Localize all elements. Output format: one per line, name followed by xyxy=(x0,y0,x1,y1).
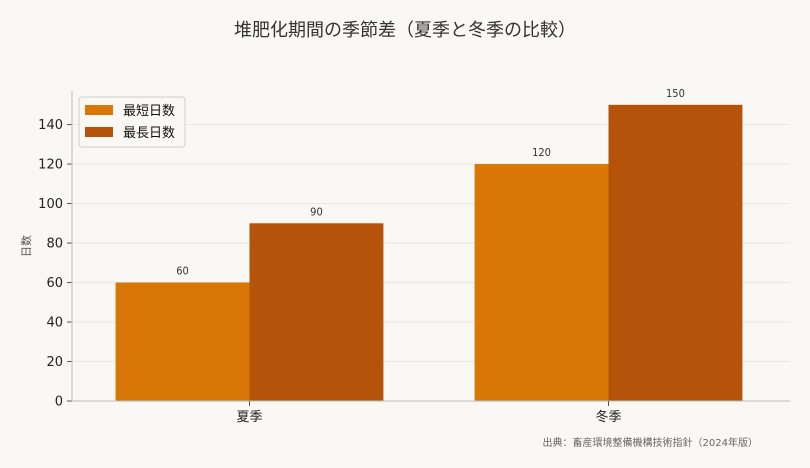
bars xyxy=(115,104,743,401)
legend-label: 最長日数 xyxy=(123,126,175,141)
bar xyxy=(115,282,250,401)
y-tick-label: 100 xyxy=(38,197,63,212)
bar-data-label: 120 xyxy=(532,146,551,159)
y-tick-label: 40 xyxy=(46,316,63,331)
legend-swatch xyxy=(85,127,113,137)
bar-data-label: 150 xyxy=(666,87,685,100)
y-tick-label: 140 xyxy=(38,118,63,133)
legend-label: 最短日数 xyxy=(123,104,175,119)
bar xyxy=(474,164,609,401)
x-tick-label: 冬季 xyxy=(595,409,621,425)
y-axis-label: 日数 xyxy=(20,235,33,257)
bar-data-label: 60 xyxy=(176,265,189,278)
x-tick-label: 夏季 xyxy=(236,410,262,425)
y-tick-label: 0 xyxy=(55,395,63,410)
chart-title: 堆肥化期間の季節差（夏季と冬季の比較） xyxy=(234,20,576,41)
y-tick-label: 80 xyxy=(46,237,63,252)
source-note: 出典：畜産環境整備機構技術指針（2024年版） xyxy=(543,436,758,449)
data-labels: 60 90 120 150 xyxy=(176,87,685,278)
y-tick-label: 60 xyxy=(46,276,63,291)
bar-data-label: 90 xyxy=(310,205,323,218)
bar xyxy=(249,223,384,401)
y-tick-label: 20 xyxy=(46,355,63,370)
y-tick-label: 120 xyxy=(38,158,63,173)
legend-swatch xyxy=(85,105,113,115)
bar xyxy=(608,104,743,401)
axes: 0 20 40 60 80 100 120 140 夏季 冬季 xyxy=(38,91,790,425)
